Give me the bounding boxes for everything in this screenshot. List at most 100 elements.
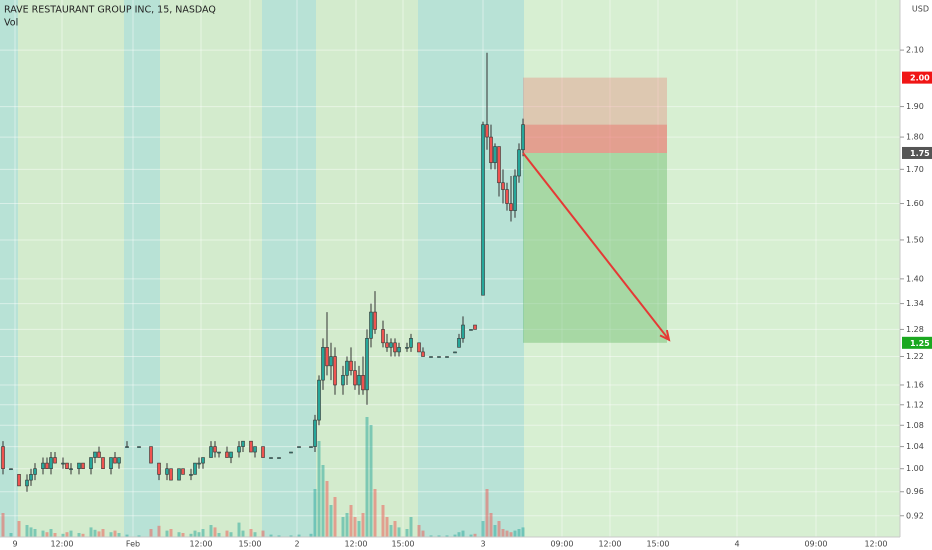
arrow-head bbox=[659, 329, 671, 342]
candle-body bbox=[277, 457, 281, 459]
y-tick-label: 1.50 bbox=[906, 235, 924, 244]
volume-bar bbox=[385, 517, 389, 537]
volume-bar bbox=[93, 529, 97, 537]
volume-bar bbox=[509, 532, 513, 537]
volume-bar bbox=[277, 535, 281, 537]
volume-bar bbox=[333, 497, 337, 537]
price-tag-label: 1.75 bbox=[910, 149, 930, 158]
x-tick-label: 09:00 bbox=[804, 540, 827, 549]
candle-body bbox=[125, 446, 129, 448]
volume-bar bbox=[453, 534, 457, 537]
x-tick-label: 3 bbox=[480, 540, 485, 549]
candle-body bbox=[349, 360, 353, 371]
volume-bar bbox=[417, 525, 421, 537]
volume-bar bbox=[261, 530, 265, 537]
volume-bar bbox=[505, 530, 509, 537]
volume-bar bbox=[445, 535, 449, 537]
volume-bar bbox=[369, 425, 373, 537]
candle-body bbox=[33, 468, 37, 475]
candle-body bbox=[253, 446, 257, 453]
volume-bar bbox=[497, 521, 501, 537]
volume-bar bbox=[89, 527, 93, 537]
candle-body bbox=[481, 124, 485, 296]
y-tick-label: 2.10 bbox=[906, 46, 924, 55]
x-tick-label: 9 bbox=[12, 540, 17, 549]
candle-body bbox=[29, 474, 33, 481]
volume-bar bbox=[405, 529, 409, 537]
volume-bar bbox=[29, 527, 33, 537]
volume-bar bbox=[521, 527, 525, 537]
candle-body bbox=[53, 457, 57, 464]
volume-bar bbox=[209, 525, 213, 537]
candle-body bbox=[41, 462, 45, 470]
candle-body bbox=[429, 356, 433, 358]
candle-body bbox=[317, 379, 321, 421]
candle-body bbox=[497, 146, 501, 184]
x-tick-label: 15:00 bbox=[391, 540, 414, 549]
candle-body bbox=[61, 462, 65, 465]
candle-body bbox=[165, 468, 169, 475]
volume-bar bbox=[41, 530, 45, 537]
candle-body bbox=[389, 342, 393, 348]
volume-bar bbox=[249, 529, 253, 537]
candle-body bbox=[437, 356, 441, 358]
candle-body bbox=[45, 462, 49, 470]
candle-body bbox=[261, 446, 265, 458]
volume-bar bbox=[181, 533, 185, 537]
candle-body bbox=[49, 457, 53, 470]
candle-body bbox=[297, 446, 301, 448]
x-tick-label: 09:00 bbox=[550, 540, 573, 549]
volume-bar bbox=[165, 530, 169, 537]
volume-bar bbox=[177, 532, 181, 537]
y-tick-label: 1.22 bbox=[906, 352, 924, 361]
candle-body bbox=[225, 451, 229, 458]
x-tick-label: 4 bbox=[734, 540, 739, 549]
candle-body bbox=[249, 440, 253, 453]
candle-body bbox=[93, 451, 97, 458]
candle-body bbox=[97, 451, 101, 458]
volume-bar bbox=[189, 533, 193, 537]
volume-bar bbox=[101, 529, 105, 537]
y-tick-label: 1.28 bbox=[906, 325, 924, 334]
candle-body bbox=[9, 468, 13, 471]
candle-body bbox=[461, 324, 465, 339]
candle-body bbox=[169, 468, 173, 481]
volume-bar bbox=[229, 532, 233, 537]
volume-bar bbox=[109, 532, 113, 537]
candle-body bbox=[109, 457, 113, 470]
volume-bar bbox=[197, 532, 201, 537]
candle-body bbox=[217, 451, 221, 454]
x-tick-label: 15:00 bbox=[646, 540, 669, 549]
volume-bar bbox=[117, 533, 121, 537]
candle-body bbox=[77, 462, 81, 470]
candle-body bbox=[149, 446, 153, 464]
volume-label: Vol bbox=[4, 18, 18, 29]
volume-bar bbox=[25, 525, 29, 537]
volume-bar bbox=[349, 505, 353, 537]
candle-body bbox=[341, 375, 345, 386]
candle-body bbox=[181, 468, 185, 475]
volume-bar bbox=[365, 417, 369, 537]
candle-body bbox=[521, 124, 525, 151]
x-tick-label: 12:00 bbox=[50, 540, 73, 549]
volume-bar bbox=[313, 489, 317, 537]
volume-bar bbox=[461, 530, 465, 537]
candle-body bbox=[485, 124, 489, 138]
y-tick-label: 1.00 bbox=[906, 464, 924, 473]
candle-body bbox=[65, 462, 69, 470]
candle-body bbox=[333, 356, 337, 386]
candle-body bbox=[405, 347, 409, 349]
volume-bar bbox=[381, 505, 385, 537]
y-tick-label: 1.04 bbox=[906, 442, 924, 451]
volume-bar bbox=[517, 529, 521, 537]
x-tick-label: 12:00 bbox=[864, 540, 887, 549]
y-tick-label: 1.08 bbox=[906, 421, 924, 430]
volume-bar bbox=[69, 530, 73, 537]
y-tick-label: 1.70 bbox=[906, 165, 924, 174]
volume-bar bbox=[309, 533, 313, 537]
candle-body bbox=[177, 468, 181, 481]
volume-bar bbox=[361, 513, 365, 537]
candle-body bbox=[457, 338, 461, 348]
candle-body bbox=[201, 457, 205, 464]
volume-bar bbox=[17, 521, 21, 537]
